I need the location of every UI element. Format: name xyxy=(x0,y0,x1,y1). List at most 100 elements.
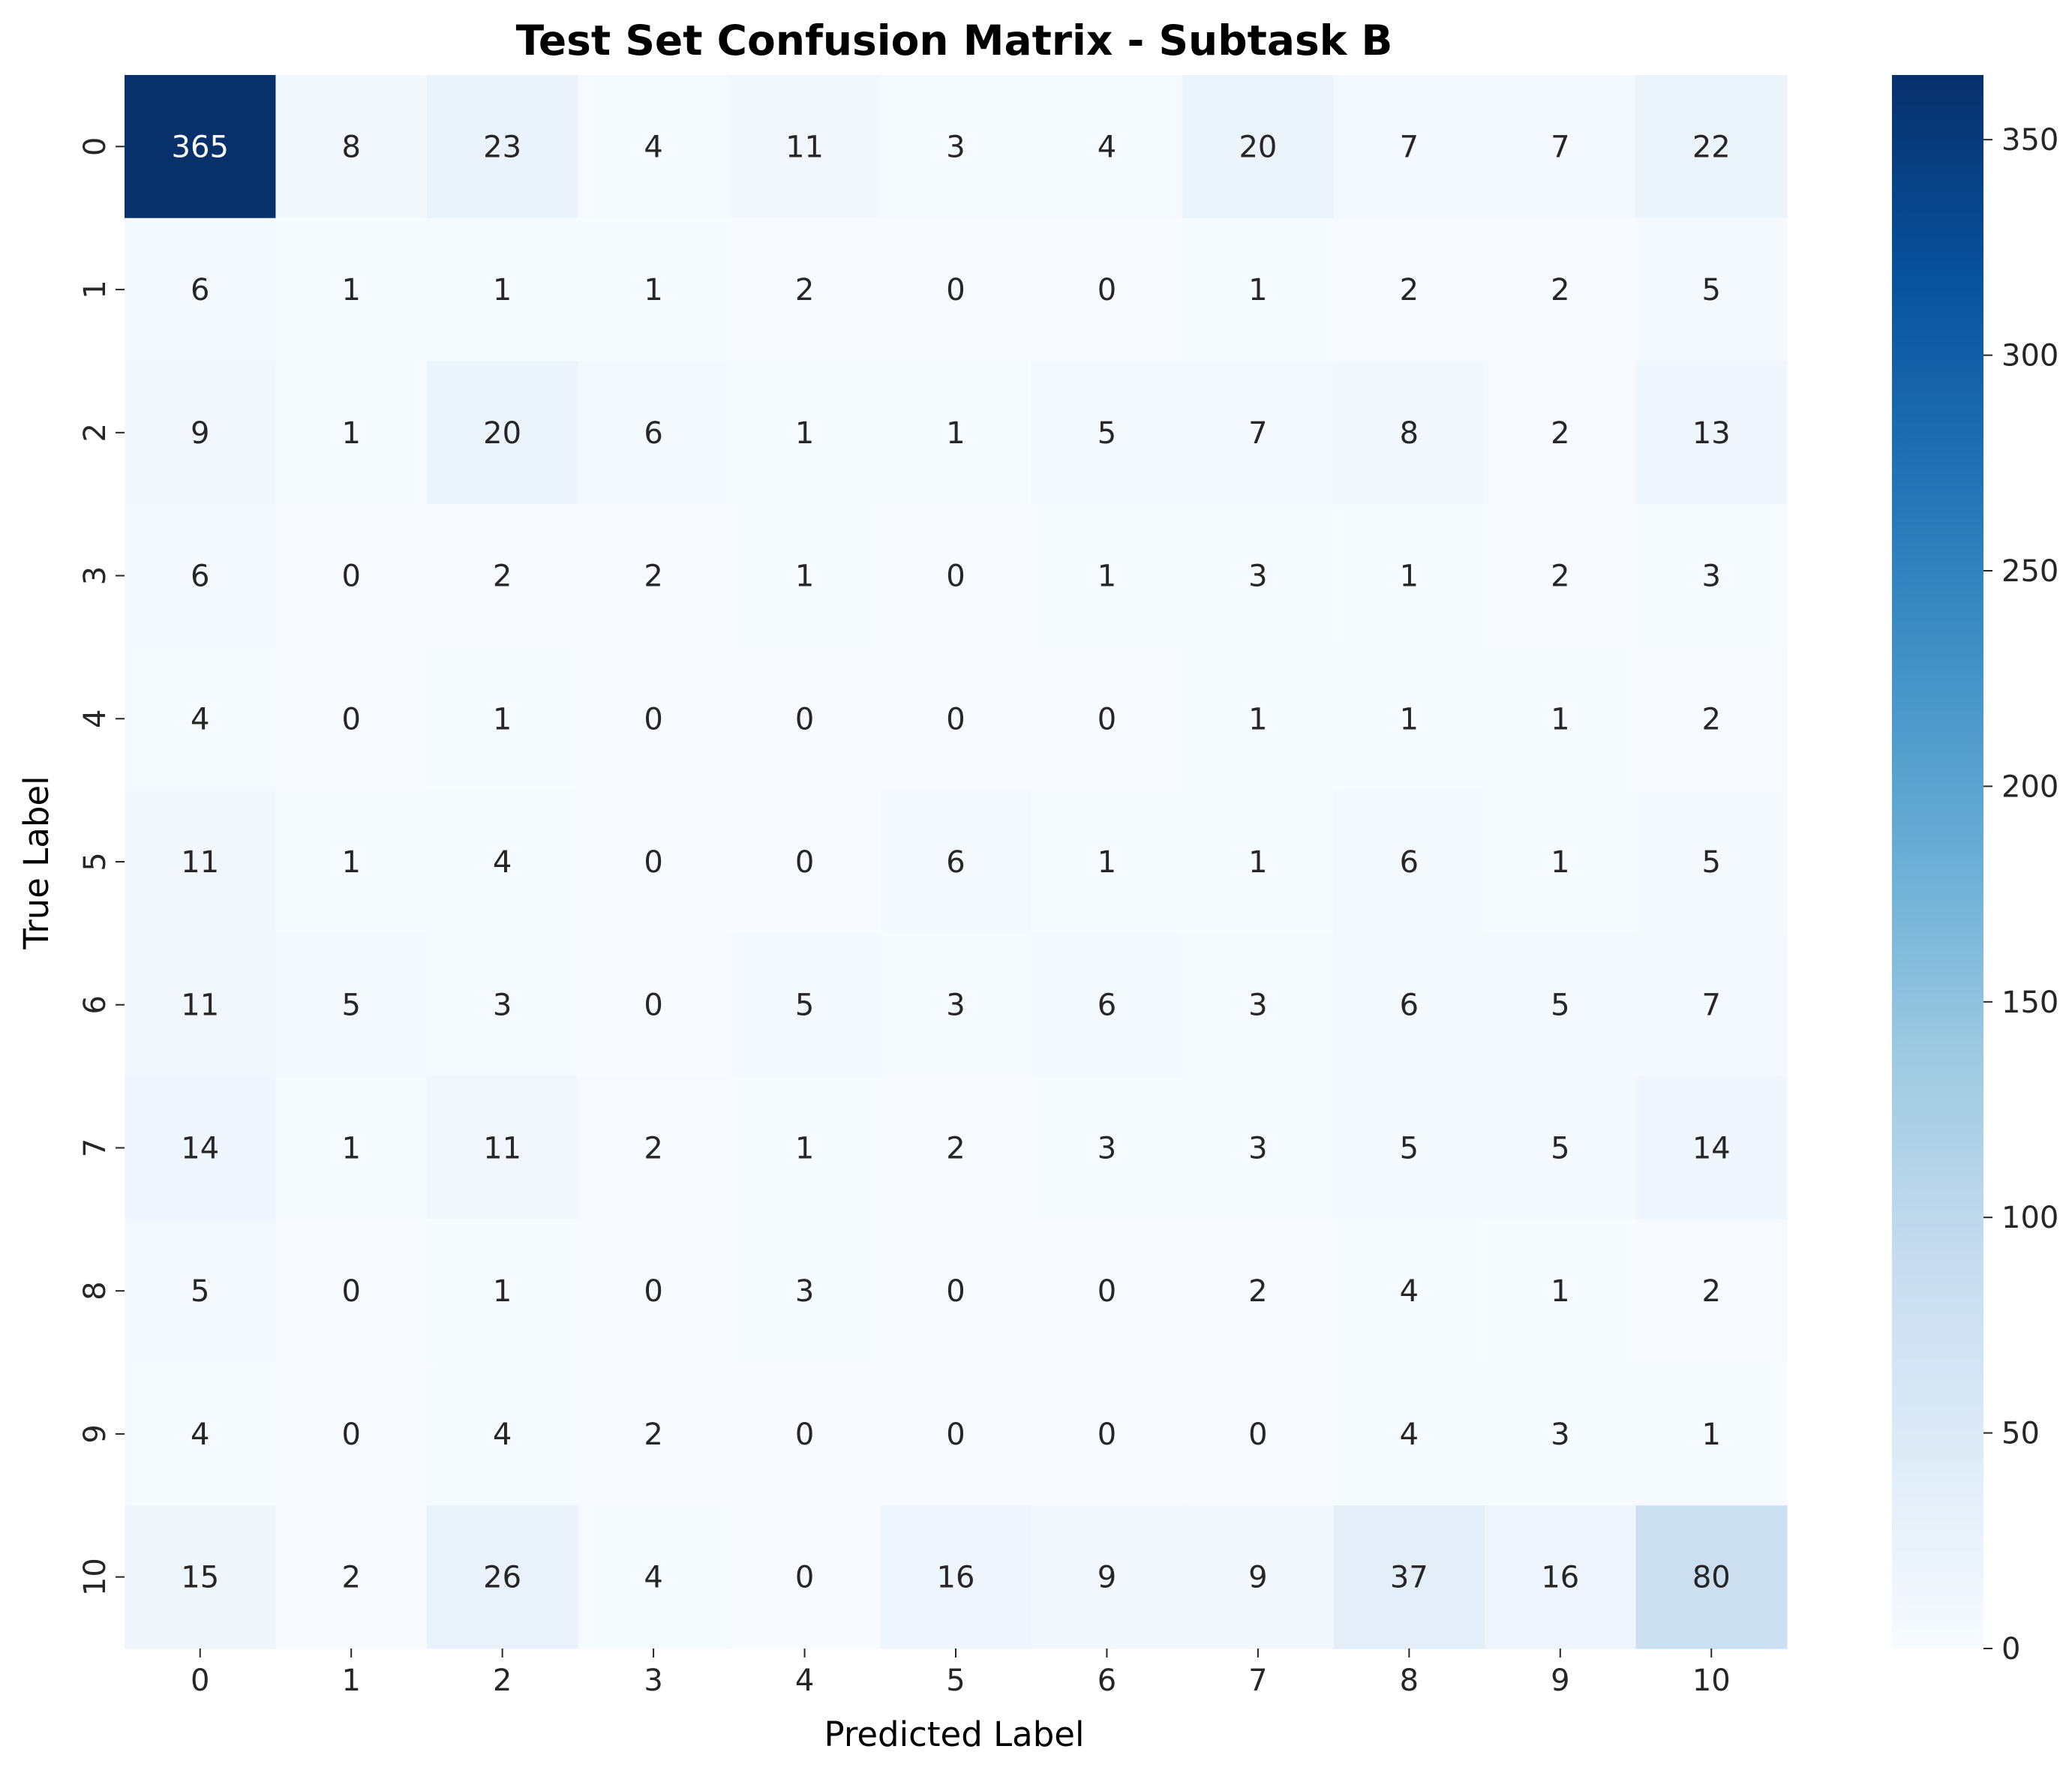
heatmap-cell xyxy=(728,1076,881,1220)
heatmap-cell xyxy=(1333,1505,1485,1649)
heatmap-cell xyxy=(1635,504,1788,648)
heatmap-cell xyxy=(426,75,578,219)
y-tick-label: 6 xyxy=(78,995,113,1014)
cell-value-label: 11 xyxy=(181,845,219,880)
y-tick-label: 7 xyxy=(78,1138,113,1157)
heatmap-cell xyxy=(578,790,730,934)
heatmap-cell xyxy=(1635,218,1788,362)
cell-value-label: 14 xyxy=(1692,1131,1731,1166)
cell-value-label: 23 xyxy=(483,130,521,164)
heatmap-cell xyxy=(1333,646,1485,791)
cell-value-label: 13 xyxy=(1692,416,1731,451)
colorbar-tick-label: 250 xyxy=(2001,554,2058,589)
colorbar-ticks: 0 50 100 150 200 250 300 350 xyxy=(1983,123,2058,1666)
cell-value-label: 5 xyxy=(1400,1131,1419,1166)
heatmap-cell xyxy=(880,790,1032,934)
cell-value-label: 1 xyxy=(341,1131,360,1166)
heatmap-cell xyxy=(728,933,881,1077)
heatmap-cell xyxy=(880,1219,1032,1364)
heatmap-cell xyxy=(1333,1362,1485,1506)
heatmap-cell xyxy=(1182,1076,1335,1220)
heatmap-cell xyxy=(578,1219,730,1364)
heatmap-cell xyxy=(1333,504,1485,648)
cell-value-label: 1 xyxy=(1248,845,1267,880)
heatmap-cell xyxy=(125,790,277,934)
cell-value-label: 4 xyxy=(191,702,209,736)
heatmap-cell xyxy=(1635,933,1788,1077)
cell-value-label: 3 xyxy=(1248,560,1267,594)
x-axis-ticks: 0 1 2 3 4 5 6 7 8 9 10 xyxy=(191,1648,1731,1698)
heatmap-cell xyxy=(880,646,1032,791)
heatmap-cell xyxy=(1635,361,1788,505)
cell-value-label: 0 xyxy=(946,1418,965,1452)
cell-value-label: 0 xyxy=(1098,273,1116,308)
cell-value-label: 0 xyxy=(795,845,814,880)
chart-title: Test Set Confusion Matrix - Subtask B xyxy=(516,16,1393,64)
cell-value-label: 0 xyxy=(795,702,814,736)
cell-value-label: 7 xyxy=(1551,130,1569,164)
y-tick-label: 2 xyxy=(78,423,113,442)
cell-value-label: 22 xyxy=(1692,130,1731,164)
x-tick-label: 8 xyxy=(1400,1664,1419,1698)
heatmap-cell xyxy=(125,75,277,219)
cell-value-label: 3 xyxy=(1551,1418,1569,1452)
cell-value-label: 5 xyxy=(1702,845,1721,880)
cell-value-label: 15 xyxy=(181,1561,219,1595)
cell-value-label: 3 xyxy=(493,988,512,1023)
cell-value-label: 1 xyxy=(1400,702,1419,736)
heatmap-cell xyxy=(1635,75,1788,219)
heatmap-cell xyxy=(1031,1362,1183,1506)
x-tick-label: 3 xyxy=(644,1664,662,1698)
heatmap-cell xyxy=(1031,790,1183,934)
heatmap-cell xyxy=(1333,75,1485,219)
cell-value-label: 6 xyxy=(1098,988,1116,1023)
cell-value-label: 1 xyxy=(341,845,360,880)
colorbar-tick-label: 0 xyxy=(2001,1632,2020,1666)
cell-value-label: 2 xyxy=(341,1561,360,1595)
heatmap-cell xyxy=(1333,933,1485,1077)
heatmap-cell xyxy=(1485,1362,1637,1506)
heatmap-cell xyxy=(728,790,881,934)
heatmap-cell xyxy=(1485,933,1637,1077)
cell-value-label: 80 xyxy=(1692,1561,1731,1595)
heatmap-cell xyxy=(578,1505,730,1649)
heatmap-cell xyxy=(1182,218,1335,362)
heatmap-cell xyxy=(426,790,578,934)
heatmap-cell xyxy=(275,646,428,791)
cell-value-label: 365 xyxy=(172,130,229,164)
heatmap-cell xyxy=(1182,1362,1335,1506)
heatmap-cell xyxy=(426,218,578,362)
cell-value-label: 1 xyxy=(341,416,360,451)
heatmap-cell xyxy=(1182,1505,1335,1649)
cell-value-label: 6 xyxy=(1400,988,1419,1023)
x-tick-label: 0 xyxy=(191,1664,209,1698)
heatmap-cell xyxy=(125,933,277,1077)
cell-value-label: 9 xyxy=(1098,1561,1116,1595)
cell-value-label: 5 xyxy=(341,988,360,1023)
cell-value-label: 2 xyxy=(644,560,662,594)
cell-value-label: 1 xyxy=(1098,845,1116,880)
heatmap-cell xyxy=(1031,504,1183,648)
cell-value-label: 2 xyxy=(1551,416,1569,451)
cell-value-label: 2 xyxy=(1551,560,1569,594)
heatmap-cell xyxy=(1485,1076,1637,1220)
heatmap-cell xyxy=(880,933,1032,1077)
cell-value-label: 9 xyxy=(1248,1561,1267,1595)
heatmap-cell xyxy=(1333,1076,1485,1220)
colorbar xyxy=(1892,75,1983,1648)
heatmap-cell xyxy=(426,361,578,505)
cell-value-label: 6 xyxy=(1400,845,1419,880)
y-tick-label: 1 xyxy=(78,280,113,298)
heatmap-cell xyxy=(728,1362,881,1506)
cell-value-label: 3 xyxy=(1248,988,1267,1023)
y-tick-label: 8 xyxy=(78,1281,113,1300)
colorbar-tick-label: 50 xyxy=(2001,1417,2040,1451)
cell-value-label: 20 xyxy=(483,416,521,451)
heatmap-cell xyxy=(1182,75,1335,219)
cell-value-label: 26 xyxy=(483,1561,521,1595)
cell-value-label: 0 xyxy=(795,1561,814,1595)
heatmap-cell xyxy=(275,1362,428,1506)
heatmap-cell xyxy=(728,361,881,505)
heatmap-cell xyxy=(578,218,730,362)
cell-value-label: 0 xyxy=(946,1274,965,1309)
